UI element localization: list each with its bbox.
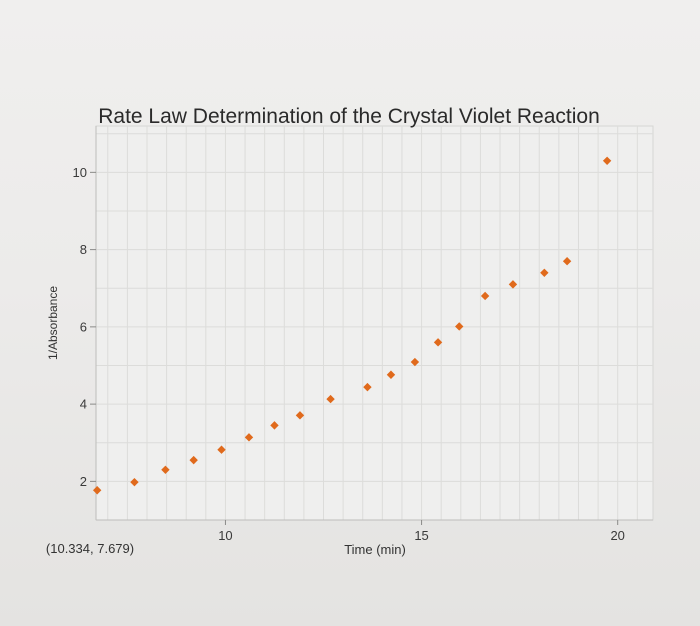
data-point[interactable] — [386, 370, 396, 379]
data-point[interactable] — [433, 338, 443, 347]
x-tick-label: 10 — [218, 528, 232, 543]
data-point[interactable] — [189, 455, 198, 465]
y-tick-label: 4 — [80, 397, 87, 412]
y-tick-label: 6 — [80, 319, 87, 334]
data-points[interactable] — [92, 156, 612, 495]
grid-lines — [95, 125, 654, 521]
x-tick-label: 15 — [414, 528, 428, 543]
data-point[interactable] — [92, 486, 102, 495]
y-axis-label: 1/Absorbance — [46, 286, 60, 360]
data-point[interactable] — [480, 291, 490, 301]
y-tick-label: 8 — [80, 242, 87, 257]
data-point[interactable] — [540, 268, 549, 277]
data-point[interactable] — [130, 477, 139, 487]
data-point[interactable] — [244, 433, 254, 442]
axes — [90, 126, 653, 525]
data-point[interactable] — [295, 411, 305, 420]
y-tick-label: 2 — [80, 474, 87, 489]
data-point[interactable] — [326, 394, 335, 404]
x-axis-label: Time (min) — [344, 542, 406, 557]
tick-labels: 2 4 6 8 10 10 15 20 — [73, 165, 625, 543]
data-point[interactable] — [508, 280, 518, 289]
data-point[interactable] — [161, 465, 170, 474]
chart-title: Rate Law Determination of the Crystal Vi… — [98, 105, 600, 128]
data-point[interactable] — [270, 421, 279, 430]
data-point[interactable] — [562, 256, 572, 266]
data-point[interactable] — [217, 445, 226, 454]
cursor-coordinate-readout: (10.334, 7.679) — [46, 541, 134, 556]
y-tick-label: 10 — [73, 165, 87, 180]
data-point[interactable] — [455, 322, 464, 331]
data-point[interactable] — [363, 382, 372, 392]
data-point[interactable] — [410, 357, 420, 367]
data-point[interactable] — [602, 156, 612, 165]
x-tick-label: 20 — [610, 528, 624, 543]
plot-area — [95, 125, 654, 521]
